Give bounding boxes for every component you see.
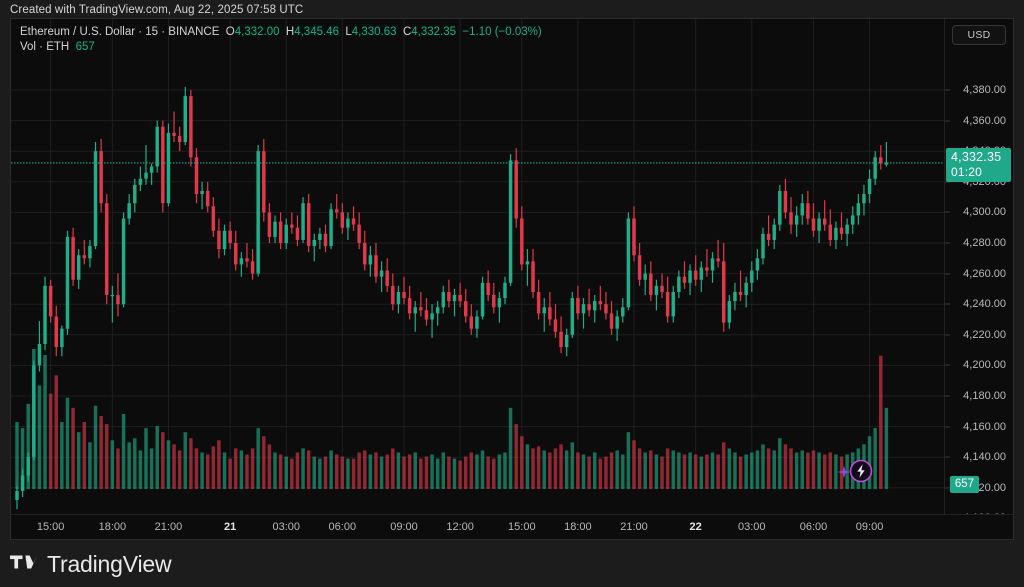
volume-badge: 657 — [949, 475, 979, 493]
time-tick-label: 03:00 — [272, 521, 300, 533]
legend-change: −1.10 (−0.03%) — [462, 26, 542, 38]
price-axis[interactable]: USD 4,380.004,360.004,340.004,320.004,30… — [944, 19, 1013, 539]
price-tick-label: 4,300.00 — [963, 206, 1006, 219]
time-tick-label: 18:00 — [564, 521, 592, 533]
current-price-value: 4,332.35 — [951, 149, 1002, 164]
price-tick-label: 4,260.00 — [963, 267, 1006, 280]
legend-low-value: 4,330.63 — [351, 26, 397, 38]
price-tick-label: 4,220.00 — [963, 328, 1006, 341]
price-tick-mark — [945, 395, 950, 397]
price-tick-mark — [945, 364, 950, 366]
sparkle-icon — [837, 465, 851, 479]
bar-countdown: 01:20 — [951, 164, 983, 179]
current-price-badge: 4,332.35 01:20 — [946, 147, 1011, 182]
plot-area[interactable]: Ethereum / U.S. Dollar · 15 · BINANCE O4… — [11, 19, 1013, 539]
time-tick-label: 09:00 — [855, 521, 884, 533]
legend-close-value: 4,332.35 — [411, 26, 457, 38]
time-tick-label: 15:00 — [508, 521, 536, 533]
tradingview-logo-icon — [10, 553, 38, 576]
created-with-caption: Created with TradingView.com, Aug 22, 20… — [10, 4, 304, 16]
price-tick-label: 4,280.00 — [963, 237, 1006, 249]
price-tick-label: 4,160.00 — [963, 420, 1006, 433]
legend-symbol: Ethereum / U.S. Dollar · 15 · BINANCE — [20, 26, 220, 38]
price-tick-label: 4,180.00 — [963, 390, 1006, 402]
time-axis[interactable]: 15:00 18:00 21:00 21 03:00 06:00 09:00 12:00 15:… — [11, 514, 1013, 539]
price-tick-mark — [945, 303, 950, 305]
time-tick-label: 03:00 — [738, 521, 766, 533]
price-tick-label: 4,380.00 — [963, 84, 1006, 96]
price-tick-label: 4,140.00 — [963, 451, 1006, 464]
lightning-bolt-icon[interactable] — [849, 459, 873, 483]
time-tick-label: 06:00 — [328, 521, 357, 533]
legend-volume-value: 657 — [75, 41, 95, 53]
price-tick-mark — [945, 211, 950, 213]
legend-high-label: H — [285, 26, 295, 38]
time-tick-label: 21 — [224, 521, 237, 533]
legend-open-value: 4,332.00 — [234, 26, 280, 38]
currency-button[interactable]: USD — [952, 25, 1006, 45]
time-tick-label: 21:00 — [154, 521, 183, 533]
price-tick-mark — [945, 273, 950, 275]
time-tick-label: 12:00 — [446, 521, 474, 533]
price-tick-mark — [945, 456, 950, 458]
footer-branding: TradingView — [10, 551, 172, 578]
price-tick-mark — [945, 242, 950, 244]
candlestick-volume-svg — [11, 19, 946, 510]
legend-low-label: L — [345, 26, 352, 38]
price-tick-label: 4,240.00 — [963, 298, 1006, 311]
time-tick-label: 06:00 — [799, 521, 828, 533]
price-tick-mark — [945, 89, 950, 91]
chart-legend: Ethereum / U.S. Dollar · 15 · BINANCE O4… — [20, 25, 542, 55]
legend-volume-label: Vol · ETH — [20, 41, 70, 53]
legend-close-label: C — [402, 26, 412, 38]
price-tick-mark — [945, 487, 950, 489]
price-tick-mark — [945, 120, 950, 122]
time-tick-label: 22 — [689, 521, 702, 533]
legend-high-value: 4,345.46 — [294, 26, 339, 38]
legend-open-label: O — [225, 26, 235, 38]
price-tick-mark — [945, 334, 950, 336]
price-tick-label: 4,200.00 — [963, 359, 1006, 372]
time-tick-label: 21:00 — [620, 521, 648, 533]
time-tick-label: 15:00 — [36, 521, 65, 533]
price-tick-label: 4,360.00 — [963, 114, 1006, 127]
price-tick-mark — [945, 426, 950, 428]
tradingview-wordmark: TradingView — [47, 551, 172, 577]
time-tick-label: 18:00 — [98, 521, 127, 533]
chart-frame: Ethereum / U.S. Dollar · 15 · BINANCE O4… — [10, 18, 1014, 540]
time-tick-label: 09:00 — [390, 521, 418, 533]
